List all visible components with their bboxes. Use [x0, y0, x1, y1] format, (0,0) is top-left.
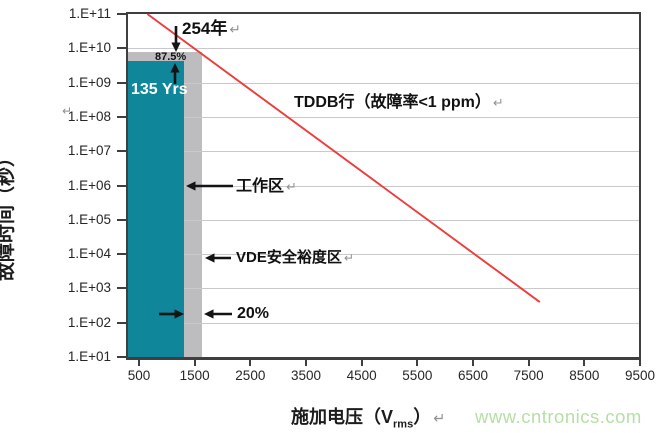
return-mark-icon: ↵	[433, 411, 446, 427]
x-tick-label: 1500	[179, 368, 210, 383]
y-tick-label: 1.E+07	[67, 143, 111, 159]
x-tick-label: 2500	[235, 368, 266, 383]
x-tick-label: 8500	[569, 368, 600, 383]
gridline	[128, 219, 639, 221]
x-tick-label: 5500	[402, 368, 433, 383]
y-axis-tick	[117, 287, 126, 290]
x-axis-tick	[249, 360, 252, 366]
y-axis-tick	[117, 47, 126, 50]
y-tick-label: 1.E+06	[67, 177, 111, 193]
gridline	[128, 82, 639, 84]
x-axis-unit-symbol: V	[381, 407, 394, 427]
return-mark-icon: ↵	[286, 179, 297, 194]
label-135-years: 135 Yrs	[131, 81, 188, 99]
y-tick-label: 1.E+03	[67, 280, 111, 296]
annotation-text: 工作区	[236, 178, 285, 195]
x-axis-tick	[416, 360, 419, 366]
watermark: www.cntronics.com	[475, 406, 642, 427]
return-mark-icon: ↵	[62, 104, 73, 118]
x-tick-label: 7500	[513, 368, 544, 383]
gridline	[128, 116, 639, 118]
y-tick-label: 1.E+09	[67, 74, 111, 90]
x-axis-title: 施加电压（Vrms） ↵	[291, 403, 445, 431]
y-axis-tick	[117, 150, 126, 153]
label-254-years: 254年 ↵	[182, 19, 241, 39]
return-mark-icon: ↵	[229, 22, 241, 37]
y-tick-label: 1.E+01	[67, 349, 111, 364]
label-20-percent: 20%	[237, 305, 269, 323]
gridline	[128, 322, 639, 324]
y-axis-tick	[117, 253, 126, 256]
x-axis-tick	[138, 360, 140, 366]
x-axis-tick	[583, 360, 586, 366]
return-mark-icon: ↵	[343, 251, 354, 265]
x-axis-tick	[360, 360, 363, 366]
y-tick-label: 1.E+11	[68, 6, 111, 21]
y-tick-label: 1.E+10	[67, 40, 111, 56]
return-mark-icon: ↵	[492, 95, 504, 110]
x-tick-label: 3500	[290, 368, 322, 383]
x-axis-tick	[639, 360, 641, 366]
gridline	[128, 288, 639, 290]
y-axis-tick	[117, 218, 126, 221]
gridline	[128, 254, 639, 256]
x-axis-tick	[305, 360, 307, 366]
annotation-text: VDE安全裕度区	[236, 249, 342, 266]
x-tick-label: 9500	[624, 368, 656, 383]
y-axis-tick	[117, 356, 126, 358]
y-axis-title: 故障时间（秒）	[0, 147, 17, 281]
x-axis-title-text: 施加电压（	[291, 407, 381, 427]
annotation-text: TDDB行（故障率<1 ppm）	[294, 94, 491, 111]
y-tick-label: 1.E+04	[67, 246, 111, 262]
y-axis-tick	[117, 13, 126, 15]
x-axis-tick	[527, 360, 530, 366]
gridline	[128, 185, 639, 187]
x-axis-tick	[472, 360, 474, 366]
label-tddb-line: TDDB行（故障率<1 ppm） ↵	[294, 94, 504, 112]
annotation-text: 87.5%	[155, 51, 187, 63]
label-working-area: 工作区 ↵	[236, 178, 297, 196]
y-axis-tick	[117, 184, 126, 187]
x-tick-label: 6500	[457, 368, 489, 383]
y-axis-tick	[117, 321, 126, 324]
gridline	[128, 151, 639, 153]
gridline	[128, 48, 639, 50]
y-axis-tick	[117, 115, 126, 118]
x-tick-label: 4500	[346, 368, 377, 383]
plot-area	[126, 12, 641, 360]
x-axis-title-close: ）	[413, 407, 432, 427]
x-axis-unit-subscript: rms	[393, 418, 414, 431]
x-axis-tick	[193, 360, 196, 366]
annotation-text: 254年	[182, 19, 228, 38]
y-tick-label: 1.E+02	[67, 314, 111, 330]
y-tick-label: 1.E+05	[67, 211, 111, 227]
label-vde-area: VDE安全裕度区 ↵	[236, 249, 354, 267]
label-87-percent: 87.5%	[155, 51, 186, 63]
annotation-text: 135 Yrs	[131, 81, 188, 98]
y-tick-label: 1.E+08	[67, 108, 111, 124]
working-region-bar	[128, 60, 184, 357]
x-tick-label: 500	[127, 368, 151, 383]
y-axis-tick	[117, 81, 126, 84]
annotation-text: 20%	[237, 305, 270, 322]
